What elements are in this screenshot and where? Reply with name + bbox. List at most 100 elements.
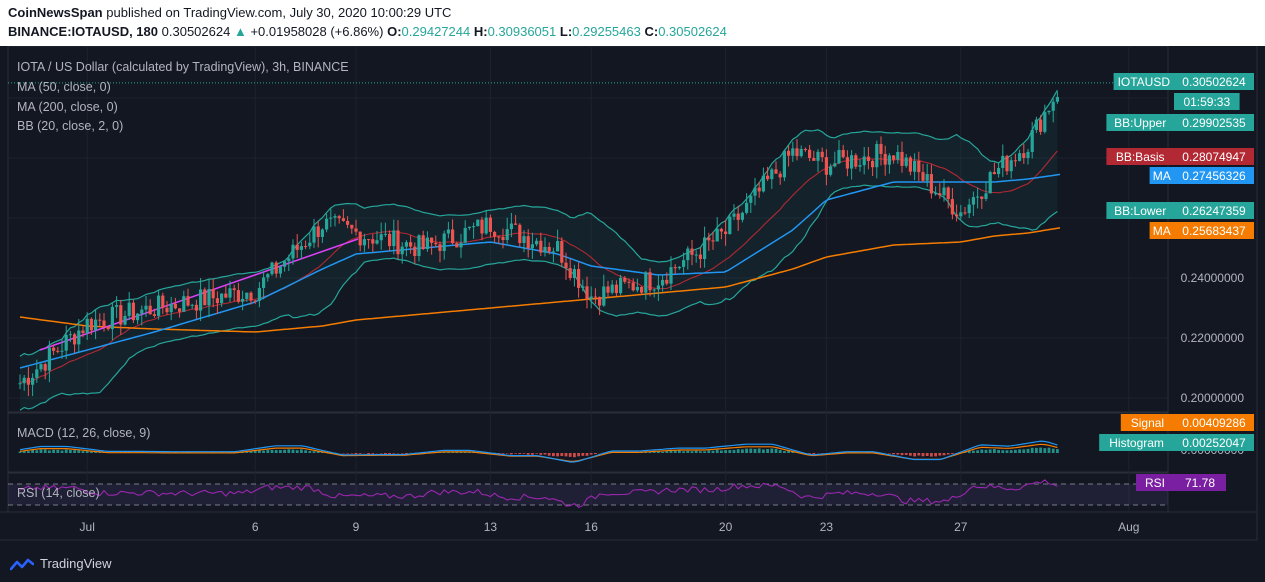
candle-body[interactable] <box>925 174 929 181</box>
candle-body[interactable] <box>47 347 51 371</box>
candle-body[interactable] <box>1005 155 1009 172</box>
candle-body[interactable] <box>434 242 438 245</box>
candle-body[interactable] <box>719 228 723 232</box>
candle-body[interactable] <box>749 195 753 203</box>
candle-body[interactable] <box>102 320 106 328</box>
candle-body[interactable] <box>543 246 547 253</box>
candle-body[interactable] <box>1022 153 1026 158</box>
candle-body[interactable] <box>703 237 707 259</box>
rsi-line[interactable] <box>19 479 1058 508</box>
chart-svg[interactable]: Jul 6 9 13 16 20 23 27 Aug 0.24000000 0.22000000 0.… <box>0 46 1265 546</box>
candle-body[interactable] <box>22 377 26 384</box>
candle-body[interactable] <box>81 330 85 334</box>
candle-body[interactable] <box>808 149 812 158</box>
candle-body[interactable] <box>669 267 673 284</box>
bb-upper-line[interactable] <box>19 89 1058 357</box>
candle-body[interactable] <box>665 279 669 284</box>
candle-body[interactable] <box>257 287 261 301</box>
candle-body[interactable] <box>379 234 383 241</box>
candle-body[interactable] <box>421 235 425 250</box>
candle-body[interactable] <box>711 240 715 242</box>
candle-body[interactable] <box>522 236 526 244</box>
candle-body[interactable] <box>388 233 392 247</box>
candle-body[interactable] <box>904 157 908 166</box>
candle-body[interactable] <box>917 160 921 173</box>
candle-body[interactable] <box>375 240 379 244</box>
candle-body[interactable] <box>766 175 770 180</box>
candle-body[interactable] <box>942 187 946 196</box>
candle-body[interactable] <box>127 302 131 316</box>
candle-body[interactable] <box>497 236 501 238</box>
candle-body[interactable] <box>661 279 665 286</box>
candle-body[interactable] <box>879 143 883 154</box>
candle-body[interactable] <box>169 303 173 313</box>
candle-body[interactable] <box>791 148 795 156</box>
candle-body[interactable] <box>627 281 631 283</box>
candle-body[interactable] <box>463 228 467 243</box>
candle-body[interactable] <box>934 193 938 195</box>
candle-body[interactable] <box>967 204 971 214</box>
candle-body[interactable] <box>18 383 22 385</box>
macd-pane[interactable] <box>7 412 1169 473</box>
candle-body[interactable] <box>346 220 350 225</box>
candle-body[interactable] <box>816 151 820 161</box>
candle-body[interactable] <box>829 166 833 175</box>
candle-body[interactable] <box>367 239 371 241</box>
candle-body[interactable] <box>31 377 35 385</box>
publisher-name[interactable]: CoinNewsSpan <box>8 5 103 20</box>
candle-body[interactable] <box>186 296 190 306</box>
candle-body[interactable] <box>841 149 845 158</box>
candle-body[interactable] <box>182 296 186 312</box>
candle-body[interactable] <box>1039 119 1043 132</box>
candle-body[interactable] <box>652 289 656 291</box>
candle-body[interactable] <box>774 169 778 174</box>
candle-body[interactable] <box>984 193 988 199</box>
candle-body[interactable] <box>686 248 690 261</box>
candle-body[interactable] <box>799 148 803 157</box>
candle-body[interactable] <box>757 187 761 192</box>
candle-body[interactable] <box>371 239 375 244</box>
candle-body[interactable] <box>547 246 551 252</box>
candle-body[interactable] <box>236 290 240 302</box>
candle-body[interactable] <box>854 155 858 167</box>
candle-body[interactable] <box>1043 112 1047 132</box>
candle-body[interactable] <box>724 231 728 234</box>
candle-body[interactable] <box>140 309 144 314</box>
candle-body[interactable] <box>631 282 635 291</box>
candle-body[interactable] <box>488 217 492 232</box>
candle-body[interactable] <box>287 258 291 262</box>
candle-body[interactable] <box>220 293 224 304</box>
candle-body[interactable] <box>1034 119 1038 131</box>
candle-body[interactable] <box>459 242 463 248</box>
candle-body[interactable] <box>400 246 404 255</box>
candle-body[interactable] <box>892 155 896 160</box>
candle-body[interactable] <box>778 173 782 178</box>
candle-body[interactable] <box>564 262 568 269</box>
candle-body[interactable] <box>333 216 337 218</box>
candle-body[interactable] <box>85 318 89 334</box>
candle-body[interactable] <box>404 242 408 247</box>
candle-body[interactable] <box>119 305 123 325</box>
candle-body[interactable] <box>551 251 555 253</box>
candle-body[interactable] <box>442 233 446 251</box>
candle-body[interactable] <box>123 315 127 325</box>
candle-body[interactable] <box>980 196 984 199</box>
candle-body[interactable] <box>761 175 765 192</box>
candle-body[interactable] <box>144 305 148 310</box>
candle-body[interactable] <box>39 364 43 370</box>
macd-line[interactable] <box>19 440 1058 463</box>
candle-body[interactable] <box>89 318 93 331</box>
candle-body[interactable] <box>929 174 933 194</box>
candle-body[interactable] <box>73 334 77 345</box>
candle-body[interactable] <box>602 286 606 306</box>
candle-body[interactable] <box>98 319 102 321</box>
candle-body[interactable] <box>887 155 891 165</box>
bb-lower-line[interactable] <box>19 184 1058 411</box>
candle-body[interactable] <box>950 199 954 215</box>
candle-body[interactable] <box>425 237 429 250</box>
candle-body[interactable] <box>241 298 245 302</box>
candle-body[interactable] <box>505 229 509 240</box>
candle-body[interactable] <box>875 143 879 168</box>
candle-body[interactable] <box>207 289 211 306</box>
candle-body[interactable] <box>110 306 114 330</box>
